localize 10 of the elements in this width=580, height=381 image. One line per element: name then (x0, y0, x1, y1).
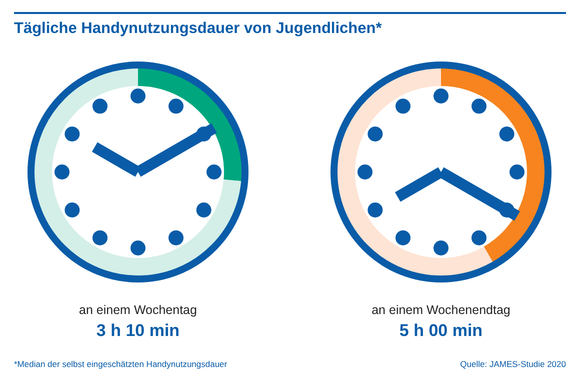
donut-slice (138, 68, 242, 182)
text: an einem Wochentag (79, 303, 197, 317)
text: *Median der selbst eingeschätzten Handynutzungsdauer (14, 359, 228, 369)
text: 5 h 00 min (399, 321, 483, 340)
chart-title: Tägliche Handynutzungsdauer von Jugendlichen* (14, 20, 383, 37)
donut-slice (441, 68, 545, 262)
source-note: Quelle: JAMES-Studie 2020 (460, 359, 566, 369)
donut-slice (337, 68, 493, 276)
text: 3 h 10 min (96, 321, 180, 340)
text: an einem Wochenendtag (372, 303, 510, 317)
